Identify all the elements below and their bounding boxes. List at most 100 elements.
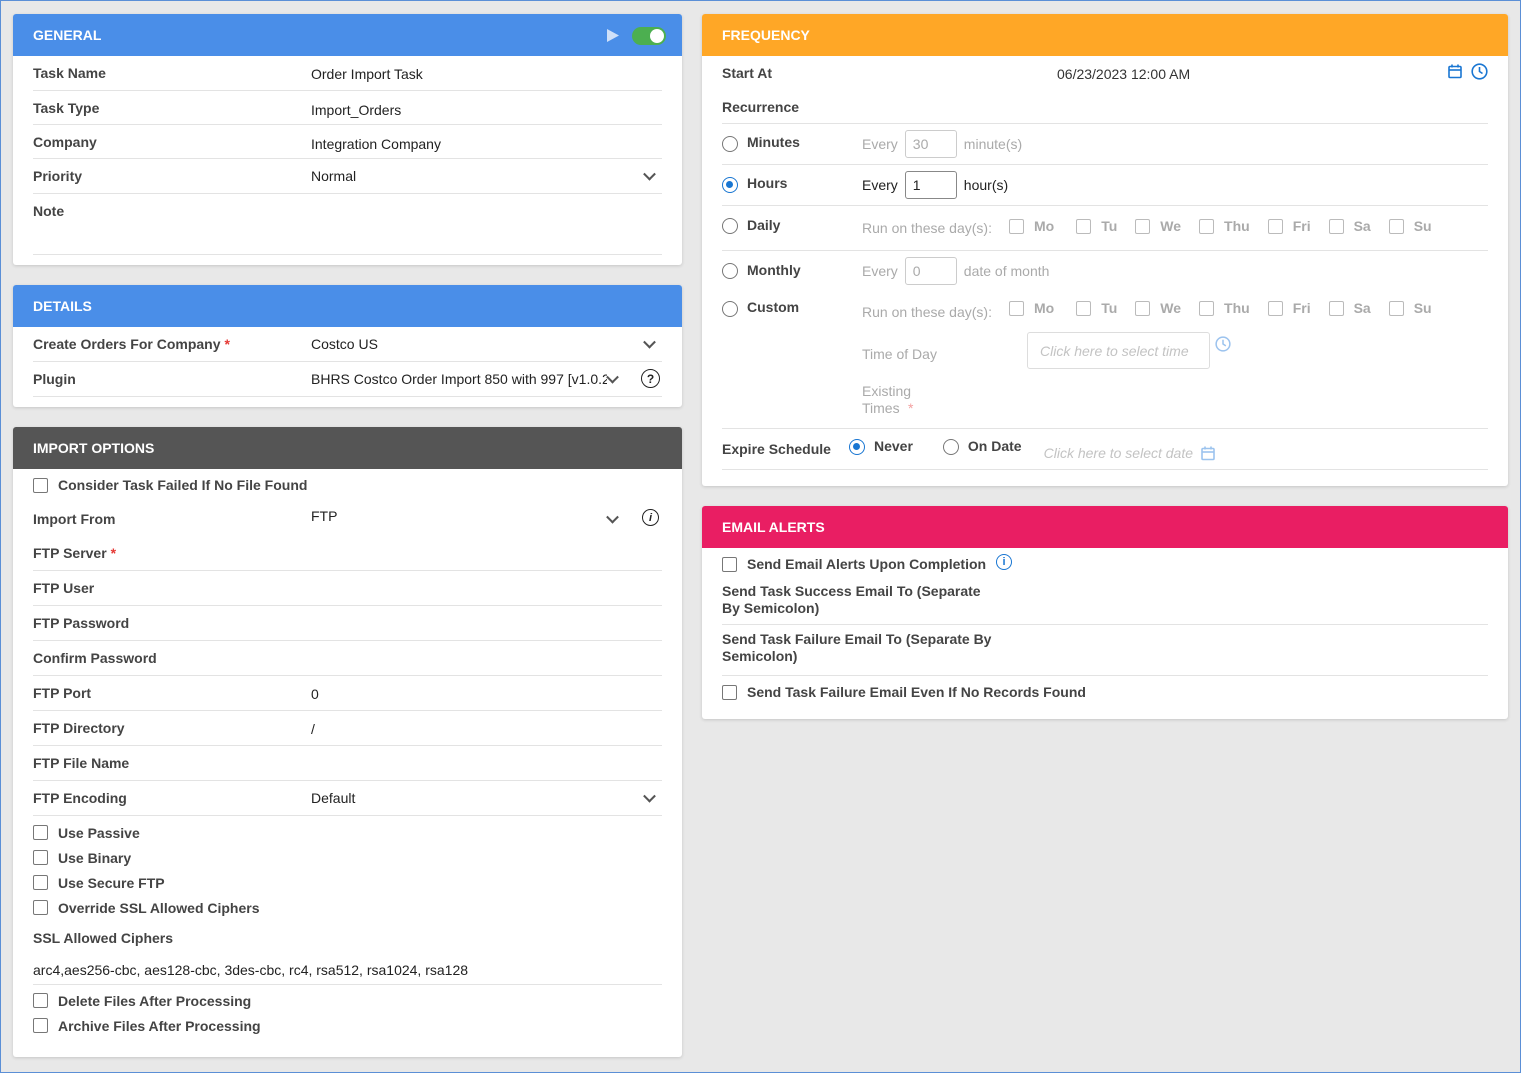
delete-files-checkbox[interactable] [33, 993, 48, 1008]
import-from-select[interactable]: FTP [311, 507, 338, 524]
plugin-select[interactable]: BHRS Costco Order Import 850 with 997 [v… [311, 371, 607, 387]
ftp-encoding-select[interactable]: Default [311, 790, 356, 806]
enabled-toggle[interactable] [632, 27, 666, 45]
custom-day-sa[interactable]: Sa [1328, 300, 1371, 316]
note-input[interactable] [311, 203, 662, 243]
daily-day-tu[interactable]: Tu [1076, 218, 1117, 234]
custom-day-thu[interactable]: Thu [1199, 300, 1250, 316]
never-radio[interactable] [849, 439, 865, 455]
daily-day-sa[interactable]: Sa [1328, 218, 1371, 234]
task-type-label: Task Type [33, 99, 100, 116]
custom-day-fri[interactable]: Fri [1267, 300, 1311, 316]
daily-day-we[interactable]: We [1135, 218, 1181, 234]
email-alerts-card: EMAIL ALERTS Send Email Alerts Upon Comp… [702, 506, 1508, 719]
expire-date-input[interactable]: Click here to select date [1043, 445, 1194, 461]
import-from-row[interactable]: Import From FTP i [33, 501, 662, 536]
minutes-label: Minutes [747, 134, 800, 150]
plugin-label: Plugin [33, 371, 76, 387]
daily-day-su[interactable]: Su [1388, 218, 1432, 234]
hours-label: Hours [747, 175, 788, 191]
use-passive-option[interactable]: Use Passive [33, 820, 662, 845]
info-icon[interactable]: i [642, 509, 659, 526]
daily-day-fri[interactable]: Fri [1267, 218, 1311, 234]
ftp-directory-input[interactable]: / [311, 721, 315, 737]
custom-radio[interactable] [722, 301, 738, 317]
fail-no-file-label: Consider Task Failed If No File Found [58, 477, 308, 493]
send-alerts-checkbox[interactable] [722, 556, 737, 572]
override-ssl-checkbox[interactable] [33, 900, 48, 915]
failure-email-input[interactable] [1000, 631, 1488, 661]
chevron-down-icon[interactable] [606, 370, 619, 384]
delete-files-option[interactable]: Delete Files After Processing [33, 988, 662, 1013]
daily-label: Daily [747, 217, 781, 233]
priority-row[interactable]: Priority Normal [33, 159, 662, 194]
override-ssl-option[interactable]: Override SSL Allowed Ciphers [33, 895, 662, 920]
monthly-input[interactable]: 0 [904, 257, 957, 285]
failure-no-records-option[interactable]: Send Task Failure Email Even If No Recor… [722, 676, 1488, 708]
help-icon[interactable]: ? [641, 369, 660, 388]
expire-row: Expire Schedule Never On Date Click here… [722, 429, 1488, 470]
task-name-input[interactable]: Order Import Task [311, 66, 423, 82]
priority-select[interactable]: Normal [311, 168, 357, 184]
archive-files-checkbox[interactable] [33, 1018, 48, 1033]
ftp-directory-row: FTP Directory / [33, 711, 662, 746]
ssl-ciphers-input[interactable]: arc4,aes256-cbc, aes128-cbc, 3des-cbc, r… [33, 962, 469, 978]
create-orders-row[interactable]: Create Orders For Company * Costco US [33, 327, 662, 362]
ftp-port-input[interactable]: 0 [311, 686, 319, 702]
daily-day-thu[interactable]: Thu [1199, 218, 1250, 234]
use-passive-checkbox[interactable] [33, 825, 48, 840]
calendar-icon[interactable] [1201, 446, 1215, 461]
ftp-server-input[interactable] [311, 543, 662, 563]
use-secure-ftp-option[interactable]: Use Secure FTP [33, 870, 662, 895]
clock-icon[interactable] [1471, 63, 1488, 80]
monthly-radio[interactable] [722, 263, 738, 279]
confirm-password-label: Confirm Password [33, 650, 157, 666]
minutes-unit: minute(s) [963, 136, 1023, 152]
time-of-day-input[interactable]: Click here to select time [1027, 332, 1210, 369]
calendar-icon[interactable] [1448, 64, 1462, 79]
existing-times-label: Existing Times [862, 383, 912, 416]
minutes-input[interactable]: 30 [904, 130, 957, 158]
company-input[interactable]: Integration Company [311, 135, 441, 152]
create-orders-select[interactable]: Costco US [311, 336, 378, 352]
minutes-radio[interactable] [722, 136, 738, 152]
custom-day-mo[interactable]: Mo [1009, 300, 1054, 316]
fail-no-file-option[interactable]: Consider Task Failed If No File Found [33, 469, 662, 501]
details-card: DETAILS Create Orders For Company * Costc… [13, 285, 682, 407]
use-binary-checkbox[interactable] [33, 850, 48, 865]
custom-day-su[interactable]: Su [1388, 300, 1432, 316]
daily-radio[interactable] [722, 218, 738, 234]
plugin-row[interactable]: Plugin BHRS Costco Order Import 850 with… [33, 362, 662, 397]
custom-days: Mo Tu We Thu Fri Sa Su [1009, 300, 1450, 316]
use-binary-option[interactable]: Use Binary [33, 845, 662, 870]
task-type-input[interactable]: Import_Orders [311, 101, 402, 118]
email-alerts-body: Send Email Alerts Upon Completion i Send… [702, 548, 1508, 708]
confirm-password-input[interactable] [311, 648, 662, 668]
custom-day-tu[interactable]: Tu [1076, 300, 1117, 316]
hours-radio[interactable] [722, 177, 738, 193]
hours-row: Hours Every 1 hour(s) [722, 165, 1488, 206]
ftp-password-input[interactable] [311, 613, 662, 633]
use-secure-ftp-label: Use Secure FTP [58, 874, 165, 891]
custom-day-we[interactable]: We [1135, 300, 1181, 316]
recurrence-row: Recurrence [722, 90, 1488, 124]
archive-files-option[interactable]: Archive Files After Processing [33, 1013, 662, 1038]
ftp-file-name-input[interactable] [311, 753, 662, 773]
hours-input[interactable]: 1 [904, 171, 957, 199]
on-date-radio[interactable] [942, 439, 959, 455]
ftp-user-input[interactable] [311, 578, 662, 598]
run-icon[interactable] [606, 28, 620, 43]
daily-day-mo[interactable]: Mo [1009, 218, 1054, 234]
send-alerts-option[interactable]: Send Email Alerts Upon Completion i [722, 548, 1488, 580]
success-email-input[interactable] [1000, 583, 1488, 613]
fail-no-file-checkbox[interactable] [33, 477, 48, 493]
ftp-encoding-row[interactable]: FTP Encoding Default [33, 781, 662, 816]
use-binary-label: Use Binary [58, 849, 132, 866]
task-name-label: Task Name [33, 65, 106, 81]
info-icon[interactable]: i [996, 554, 1013, 570]
clock-icon[interactable] [1215, 336, 1231, 352]
custom-run-days-label: Run on these day(s): [862, 304, 992, 320]
start-at-input[interactable]: 06/23/2023 12:00 AM [1057, 66, 1191, 82]
failure-no-records-checkbox[interactable] [722, 684, 737, 700]
use-secure-ftp-checkbox[interactable] [33, 875, 48, 890]
